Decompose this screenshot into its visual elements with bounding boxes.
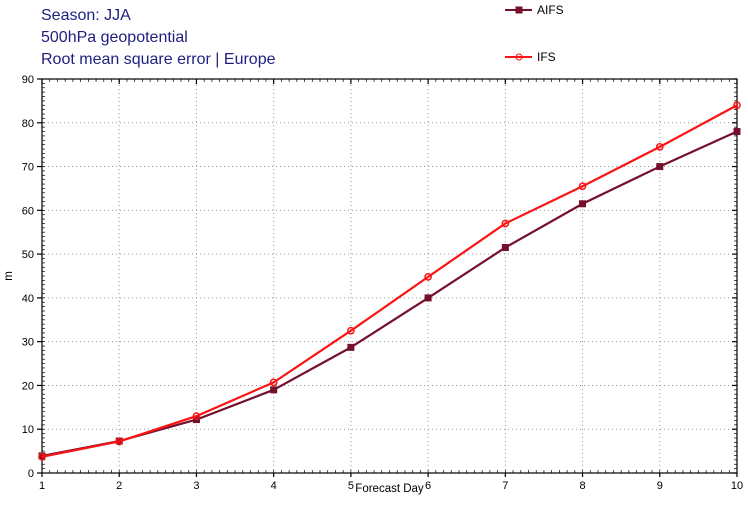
x-axis-label: Forecast Day xyxy=(355,483,424,495)
ifs-point-marker xyxy=(115,437,124,446)
aifs-point-marker xyxy=(501,244,509,252)
aifs-line-marker-swatch xyxy=(505,6,532,15)
ifs-circle-marker-icon xyxy=(515,53,522,61)
title-season: Season: JJA xyxy=(41,7,131,24)
y-axis-label: m xyxy=(3,271,15,281)
y-tick-label: 60 xyxy=(22,205,34,217)
ifs-point-marker xyxy=(655,143,664,151)
ifs-line xyxy=(40,104,739,458)
y-tick-label: 10 xyxy=(22,424,34,436)
legend-item-ifs: IFS xyxy=(505,50,556,64)
aifs-point-marker xyxy=(424,294,432,302)
ifs-point-marker xyxy=(347,326,355,335)
ifs-point-marker xyxy=(269,378,278,387)
ifs-point-marker xyxy=(578,182,587,191)
x-tick-label: 5 xyxy=(348,480,354,492)
ifs-point-marker xyxy=(38,452,46,461)
axis-frame xyxy=(41,78,738,474)
x-tick-label: 1 xyxy=(39,480,45,492)
x-tick-label: 10 xyxy=(731,480,743,492)
y-tick-label: 50 xyxy=(22,249,34,261)
y-tick-label: 70 xyxy=(22,162,34,174)
x-tick-label: 4 xyxy=(271,480,277,492)
ifs-line-marker-swatch xyxy=(505,53,532,62)
title-parameter: 500hPa geopotential xyxy=(41,29,188,46)
y-tick-label: 0 xyxy=(28,468,34,480)
x-tick-label: 9 xyxy=(657,480,663,492)
x-tick-label: 6 xyxy=(425,480,431,492)
aifs-square-marker-icon xyxy=(515,6,522,14)
title-metric: Root mean square error | Europe xyxy=(41,51,276,68)
aifs-line xyxy=(40,130,739,458)
minor-ticks xyxy=(41,78,738,474)
ifs-point-marker xyxy=(733,101,741,110)
x-tick-label: 3 xyxy=(193,480,199,492)
aifs-point-marker xyxy=(579,200,587,208)
y-tick-label: 30 xyxy=(22,337,34,349)
x-tick-label: 2 xyxy=(116,480,122,492)
aifs-point-marker xyxy=(270,386,278,394)
aifs-point-marker xyxy=(347,343,355,351)
aifs-point-marker xyxy=(656,163,664,171)
ifs-series xyxy=(38,101,741,461)
aifs-point-marker xyxy=(733,128,741,136)
legend-label-aifs: AIFS xyxy=(537,3,564,17)
legend-label-ifs: IFS xyxy=(537,50,556,64)
y-tick-label: 90 xyxy=(22,74,34,86)
y-tick-label: 40 xyxy=(22,293,34,305)
legend-item-aifs: AIFS xyxy=(505,3,564,17)
x-tick-label: 8 xyxy=(579,480,585,492)
ifs-point-marker xyxy=(424,273,432,281)
major-ticks: 1 2 3 4 5 6 7 8 9 10 0 10 20 30 40 50 60 70 80 90 xyxy=(22,74,743,492)
aifs-series xyxy=(38,128,741,460)
y-tick-label: 20 xyxy=(22,380,34,392)
gridlines xyxy=(44,81,735,471)
x-tick-label: 7 xyxy=(502,480,508,492)
y-tick-label: 80 xyxy=(22,118,34,130)
ifs-point-marker xyxy=(501,219,510,228)
ifs-point-marker xyxy=(192,412,201,420)
chart-title-block: Season: JJA 500hPa geopotential Root mea… xyxy=(41,5,276,71)
